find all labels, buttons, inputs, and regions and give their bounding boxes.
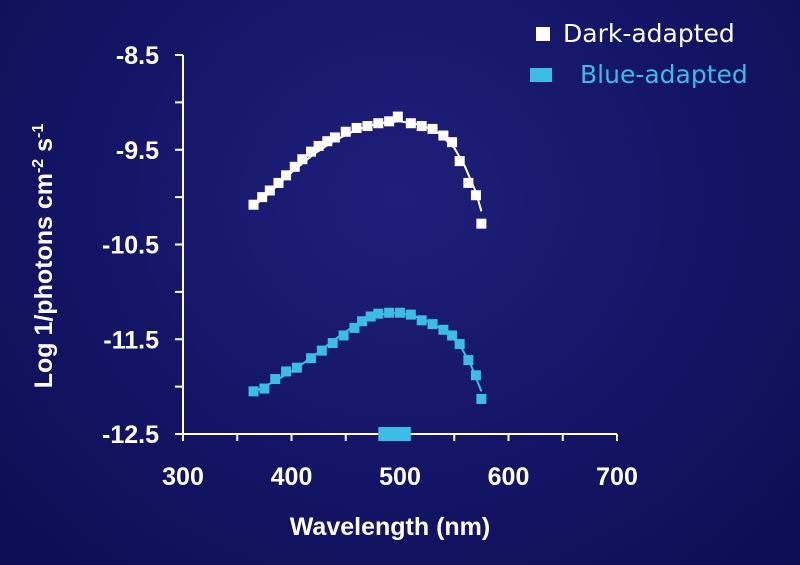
data-points <box>248 111 487 404</box>
data-point-dark-adapted <box>392 111 403 122</box>
x-axis-title: Wavelength (nm) <box>290 513 490 541</box>
data-point-blue-adapted <box>384 307 395 318</box>
data-point-dark-adapted <box>476 218 487 229</box>
data-point-dark-adapted <box>438 130 449 141</box>
data-point-blue-adapted <box>476 393 487 404</box>
data-point-dark-adapted <box>427 123 438 134</box>
y-axis-title-main: Log 1/photons cm <box>30 173 58 388</box>
data-point-dark-adapted <box>313 140 324 151</box>
data-point-dark-adapted <box>384 116 395 127</box>
data-point-blue-adapted <box>248 386 259 397</box>
data-point-blue-adapted <box>357 316 368 327</box>
data-point-blue-adapted <box>306 353 317 364</box>
y-ticks: -8.5 -9.5 -10.5 -11.5 -12.5 <box>102 42 183 449</box>
data-point-dark-adapted <box>340 126 351 137</box>
data-point-dark-adapted <box>351 122 362 133</box>
data-point-blue-adapted <box>427 319 438 330</box>
y-tick-label: -11.5 <box>103 326 159 354</box>
data-point-dark-adapted <box>248 199 259 210</box>
x-tick-label: 500 <box>379 463 421 491</box>
data-point-dark-adapted <box>306 146 317 157</box>
data-point-blue-adapted <box>259 383 270 394</box>
data-point-dark-adapted <box>322 136 333 147</box>
data-point-blue-adapted <box>447 330 458 341</box>
data-point-dark-adapted <box>273 177 284 188</box>
data-point-dark-adapted <box>416 121 427 132</box>
data-point-dark-adapted <box>362 121 373 132</box>
y-tick-label: -8.5 <box>116 42 159 70</box>
legend: Dark-adapted Blue-adapted <box>530 19 748 89</box>
data-point-blue-adapted <box>338 330 349 341</box>
data-point-blue-adapted <box>281 366 292 377</box>
x-axis-marker <box>378 427 411 441</box>
legend-label-blue-adapted: Blue-adapted <box>580 60 748 89</box>
data-point-blue-adapted <box>470 370 481 381</box>
x-tick-label: 600 <box>488 463 530 491</box>
data-point-dark-adapted <box>297 154 308 165</box>
data-point-blue-adapted <box>463 355 474 366</box>
data-point-blue-adapted <box>395 307 405 318</box>
x-tick-label: 300 <box>162 463 204 491</box>
y-axis-title-mid: s <box>30 138 58 159</box>
data-point-blue-adapted <box>405 309 416 320</box>
data-point-dark-adapted <box>470 190 481 201</box>
y-axis-title-sup2: -1 <box>30 124 47 138</box>
x-ticks: 300 400 500 600 700 <box>162 434 638 491</box>
data-point-blue-adapted <box>291 362 302 373</box>
data-point-blue-adapted <box>373 308 384 319</box>
data-point-blue-adapted <box>349 322 360 333</box>
legend-label-dark-adapted: Dark-adapted <box>563 19 735 48</box>
y-tick-label: -12.5 <box>102 421 159 449</box>
data-point-blue-adapted <box>316 345 327 356</box>
x-tick-label: 400 <box>271 463 313 491</box>
y-axis-title: Log 1/photons cm-2 s-1 <box>30 124 58 389</box>
data-point-dark-adapted <box>257 192 268 203</box>
x-tick-label: 700 <box>596 463 638 491</box>
y-tick-label: -10.5 <box>102 232 159 260</box>
data-point-dark-adapted <box>264 185 275 196</box>
data-point-dark-adapted <box>405 118 416 129</box>
data-point-dark-adapted <box>463 177 474 188</box>
legend-swatch-dark-adapted <box>536 27 550 41</box>
fit-curve-blue-adapted <box>253 311 483 394</box>
y-axis-title-sup1: -2 <box>30 159 47 173</box>
data-point-dark-adapted <box>373 118 384 129</box>
data-point-blue-adapted <box>365 311 376 322</box>
y-tick-label: -9.5 <box>116 137 159 165</box>
data-point-dark-adapted <box>281 170 292 181</box>
legend-swatch-blue-adapted <box>530 68 552 82</box>
data-point-blue-adapted <box>270 374 281 385</box>
fit-curves <box>252 120 483 394</box>
data-point-dark-adapted <box>329 132 340 143</box>
data-point-blue-adapted <box>454 338 465 349</box>
data-point-dark-adapted <box>454 156 465 167</box>
data-point-blue-adapted <box>327 338 338 349</box>
data-point-blue-adapted <box>416 315 427 326</box>
x-axis-marker-bar <box>378 427 411 441</box>
data-point-blue-adapted <box>438 324 449 335</box>
data-point-dark-adapted <box>447 137 458 148</box>
data-point-dark-adapted <box>289 161 300 172</box>
